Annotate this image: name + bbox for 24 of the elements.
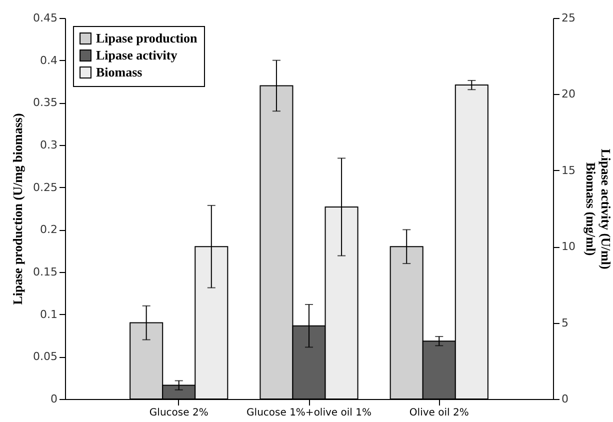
y-tick-label: 0.45 — [33, 12, 58, 24]
legend-label: Lipase activity — [96, 48, 178, 62]
y-tick-label: 0.25 — [33, 180, 58, 194]
y2-tick-label: 10 — [562, 240, 576, 254]
y-tick-label: 0.05 — [33, 350, 58, 364]
y2-tick-label: 0 — [562, 392, 568, 406]
y2-tick-label: 5 — [562, 316, 568, 330]
y2-tick-label: 15 — [562, 164, 576, 177]
x-tick-label: Olive oil 2% — [409, 408, 469, 418]
legend-label: Lipase production — [96, 30, 198, 46]
y2-axis-title: Lipase activity (U/ml) Biomass (mg/ml) — [583, 148, 613, 270]
y-tick-label: 0.3 — [40, 138, 58, 152]
y-axis-title: Lipase production (U/mg biomass) — [10, 113, 26, 305]
y-tick-label: 0 — [50, 392, 58, 406]
y-tick-label: 0.2 — [40, 223, 58, 236]
y2-tick-label: 20 — [562, 88, 576, 101]
y2-tick-label: 25 — [562, 12, 576, 24]
x-tick-label: Glucose 2% — [149, 408, 208, 418]
legend-label: Biomass — [96, 64, 142, 80]
y-tick-label: 0.35 — [33, 96, 58, 110]
y-tick-label: 0.1 — [40, 308, 58, 321]
y-tick-label: 0.15 — [33, 266, 58, 278]
x-tick-label: Glucose 1%+olive oil 1% — [246, 408, 372, 418]
y-tick-label: 0.4 — [40, 54, 58, 67]
